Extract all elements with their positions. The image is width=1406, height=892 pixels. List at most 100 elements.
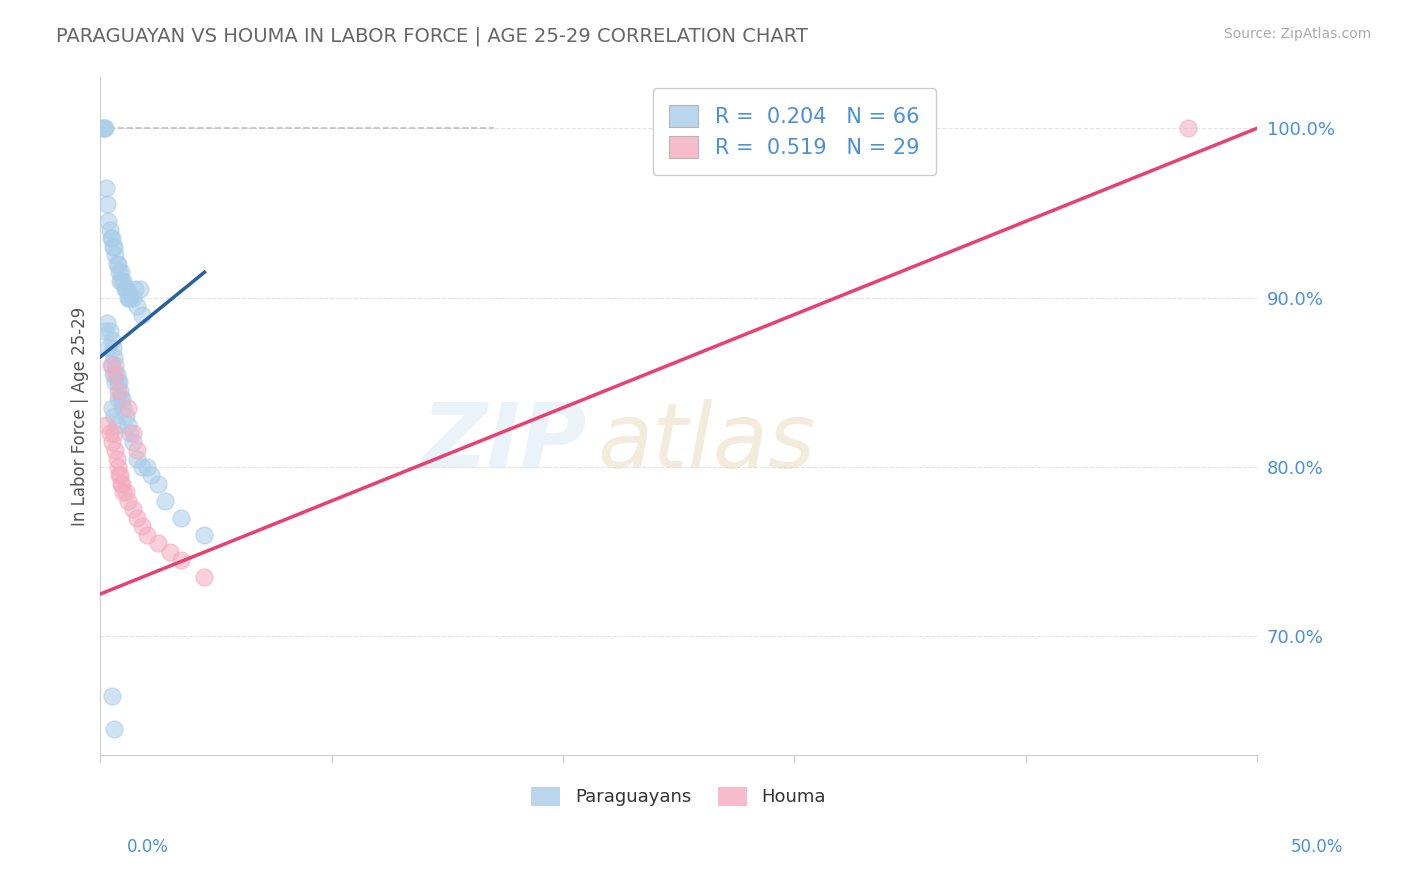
Point — [114, 409, 136, 424]
Point — [100, 359, 122, 373]
Point — [94, 121, 117, 136]
Point — [101, 231, 124, 245]
Point — [193, 527, 215, 541]
Point — [127, 299, 149, 313]
Text: ZIP: ZIP — [420, 400, 586, 487]
Point — [112, 485, 135, 500]
Point — [141, 468, 163, 483]
Point — [117, 291, 139, 305]
Point — [114, 485, 136, 500]
Point — [108, 468, 131, 483]
Point — [101, 401, 124, 415]
Point — [101, 333, 124, 347]
Point — [124, 282, 146, 296]
Point — [111, 274, 134, 288]
Point — [104, 248, 127, 262]
Point — [103, 240, 125, 254]
Point — [105, 367, 128, 381]
Point — [94, 325, 117, 339]
Point — [159, 544, 181, 558]
Point — [101, 367, 124, 381]
Point — [98, 325, 121, 339]
Point — [105, 257, 128, 271]
Point — [148, 536, 170, 550]
Point — [94, 180, 117, 194]
Point — [107, 460, 129, 475]
Text: PARAGUAYAN VS HOUMA IN LABOR FORCE | AGE 25-29 CORRELATION CHART: PARAGUAYAN VS HOUMA IN LABOR FORCE | AGE… — [56, 27, 808, 46]
Point — [127, 510, 149, 524]
Point — [170, 510, 193, 524]
Point — [101, 689, 124, 703]
Point — [93, 121, 115, 136]
Point — [121, 426, 143, 441]
Point — [107, 384, 129, 398]
Point — [108, 384, 131, 398]
Point — [108, 265, 131, 279]
Point — [104, 359, 127, 373]
Text: 0.0%: 0.0% — [127, 838, 169, 856]
Point — [107, 392, 129, 407]
Point — [101, 359, 124, 373]
Point — [101, 434, 124, 449]
Point — [110, 392, 132, 407]
Point — [104, 376, 127, 390]
Point — [127, 443, 149, 458]
Point — [96, 316, 118, 330]
Point — [1177, 121, 1199, 136]
Point — [117, 401, 139, 415]
Point — [108, 468, 131, 483]
Point — [96, 197, 118, 211]
Point — [110, 477, 132, 491]
Point — [120, 291, 142, 305]
Point — [101, 240, 124, 254]
Point — [91, 121, 114, 136]
Point — [121, 434, 143, 449]
Point — [170, 553, 193, 567]
Point — [104, 367, 127, 381]
Point — [97, 214, 120, 228]
Point — [104, 443, 127, 458]
Point — [114, 282, 136, 296]
Point — [94, 417, 117, 432]
Point — [105, 451, 128, 466]
Point — [112, 401, 135, 415]
Point — [97, 342, 120, 356]
Point — [118, 291, 141, 305]
Point — [103, 350, 125, 364]
Point — [110, 265, 132, 279]
Point — [135, 460, 157, 475]
Point — [111, 392, 134, 407]
Point — [107, 257, 129, 271]
Point — [148, 477, 170, 491]
Point — [121, 502, 143, 516]
Point — [103, 723, 125, 737]
Point — [131, 460, 153, 475]
Text: Source: ZipAtlas.com: Source: ZipAtlas.com — [1223, 27, 1371, 41]
Point — [131, 519, 153, 533]
Point — [103, 426, 125, 441]
Point — [105, 417, 128, 432]
Text: atlas: atlas — [598, 400, 815, 487]
Point — [101, 342, 124, 356]
Point — [120, 426, 142, 441]
Point — [108, 376, 131, 390]
Point — [107, 376, 129, 390]
Point — [117, 493, 139, 508]
Point — [131, 308, 153, 322]
Point — [111, 477, 134, 491]
Text: 50.0%: 50.0% — [1291, 838, 1343, 856]
Point — [128, 282, 150, 296]
Point — [108, 274, 131, 288]
Point — [153, 493, 176, 508]
Point — [103, 409, 125, 424]
Point — [114, 282, 136, 296]
Point — [112, 274, 135, 288]
Point — [117, 417, 139, 432]
Point — [127, 451, 149, 466]
Point — [121, 291, 143, 305]
Legend: Paraguayans, Houma: Paraguayans, Houma — [524, 780, 834, 814]
Point — [98, 426, 121, 441]
Point — [193, 570, 215, 584]
Y-axis label: In Labor Force | Age 25-29: In Labor Force | Age 25-29 — [72, 307, 89, 525]
Point — [100, 231, 122, 245]
